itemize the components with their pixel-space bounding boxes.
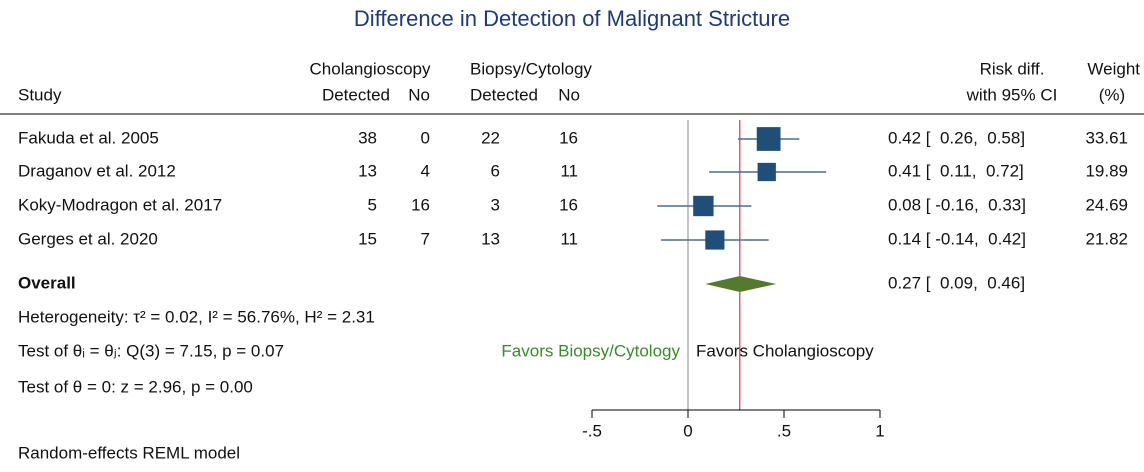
study-name: Fakuda et al. 2005 — [18, 128, 159, 147]
count: 16 — [559, 128, 578, 147]
stat-line: Test of θ = 0: z = 2.96, p = 0.00 — [18, 377, 253, 396]
column-header: Detected — [322, 85, 390, 104]
group-header: Cholangioscopy — [310, 59, 431, 78]
favors-right: Favors Cholangioscopy — [696, 341, 874, 360]
ci-label: 0.14 [ -0.14, 0.42] — [888, 229, 1026, 248]
study-box — [693, 195, 714, 217]
count: 16 — [559, 195, 578, 214]
effect-header: Risk diff. — [980, 59, 1045, 78]
group-header: Biopsy/Cytology — [470, 59, 592, 78]
weight-header: Weight — [1087, 59, 1140, 78]
count: 22 — [481, 128, 500, 147]
count: 7 — [421, 229, 430, 248]
weight-header: (%) — [1099, 85, 1125, 104]
ci-label: 0.41 [ 0.11, 0.72] — [888, 161, 1024, 180]
ci-label: 0.08 [ -0.16, 0.33] — [888, 195, 1026, 214]
x-tick-label: 0 — [683, 421, 692, 440]
x-tick-label: 1 — [875, 421, 884, 440]
column-header: No — [408, 85, 430, 104]
count: 13 — [481, 229, 500, 248]
ci-label: 0.42 [ 0.26, 0.58] — [888, 128, 1025, 147]
count: 4 — [421, 161, 430, 180]
weight: 24.69 — [1085, 195, 1128, 214]
model-note: Random-effects REML model — [18, 443, 240, 462]
count: 38 — [358, 128, 377, 147]
count: 11 — [560, 161, 578, 180]
column-header: Study — [18, 85, 62, 104]
weight: 19.89 — [1085, 161, 1128, 180]
study-name: Draganov et al. 2012 — [18, 161, 176, 180]
weight: 21.82 — [1085, 229, 1128, 248]
x-tick-label: -.5 — [582, 421, 602, 440]
study-box — [705, 230, 725, 250]
study-name: Gerges et al. 2020 — [18, 229, 158, 248]
count: 6 — [491, 161, 500, 180]
weight: 33.61 — [1085, 128, 1128, 147]
study-box — [757, 162, 776, 182]
stat-line: Heterogeneity: τ² = 0.02, I² = 56.76%, H… — [18, 307, 375, 326]
column-header: No — [558, 85, 580, 104]
x-tick-label: .5 — [777, 421, 791, 440]
effect-header: with 95% CI — [966, 85, 1058, 104]
favors-left: Favors Biopsy/Cytology — [501, 341, 680, 360]
chart-title: Difference in Detection of Malignant Str… — [354, 6, 790, 31]
stat-line: Test of θᵢ = θⱼ: Q(3) = 7.15, p = 0.07 — [18, 341, 284, 360]
ci-label: 0.27 [ 0.09, 0.46] — [888, 273, 1025, 292]
column-header: Detected — [470, 85, 538, 104]
count: 0 — [421, 128, 430, 147]
study-name: Koky-Modragon et al. 2017 — [18, 195, 222, 214]
count: 15 — [358, 229, 377, 248]
count: 5 — [368, 195, 377, 214]
overall-diamond — [705, 276, 777, 292]
count: 16 — [411, 195, 430, 214]
count: 13 — [358, 161, 377, 180]
count: 11 — [560, 229, 578, 248]
overall-name: Overall — [18, 273, 76, 292]
study-box — [756, 127, 781, 151]
count: 3 — [491, 195, 500, 214]
